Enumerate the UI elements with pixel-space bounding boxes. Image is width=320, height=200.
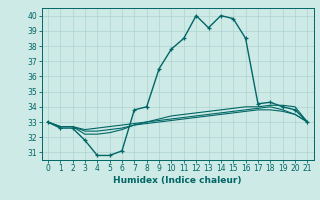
X-axis label: Humidex (Indice chaleur): Humidex (Indice chaleur) xyxy=(113,176,242,185)
